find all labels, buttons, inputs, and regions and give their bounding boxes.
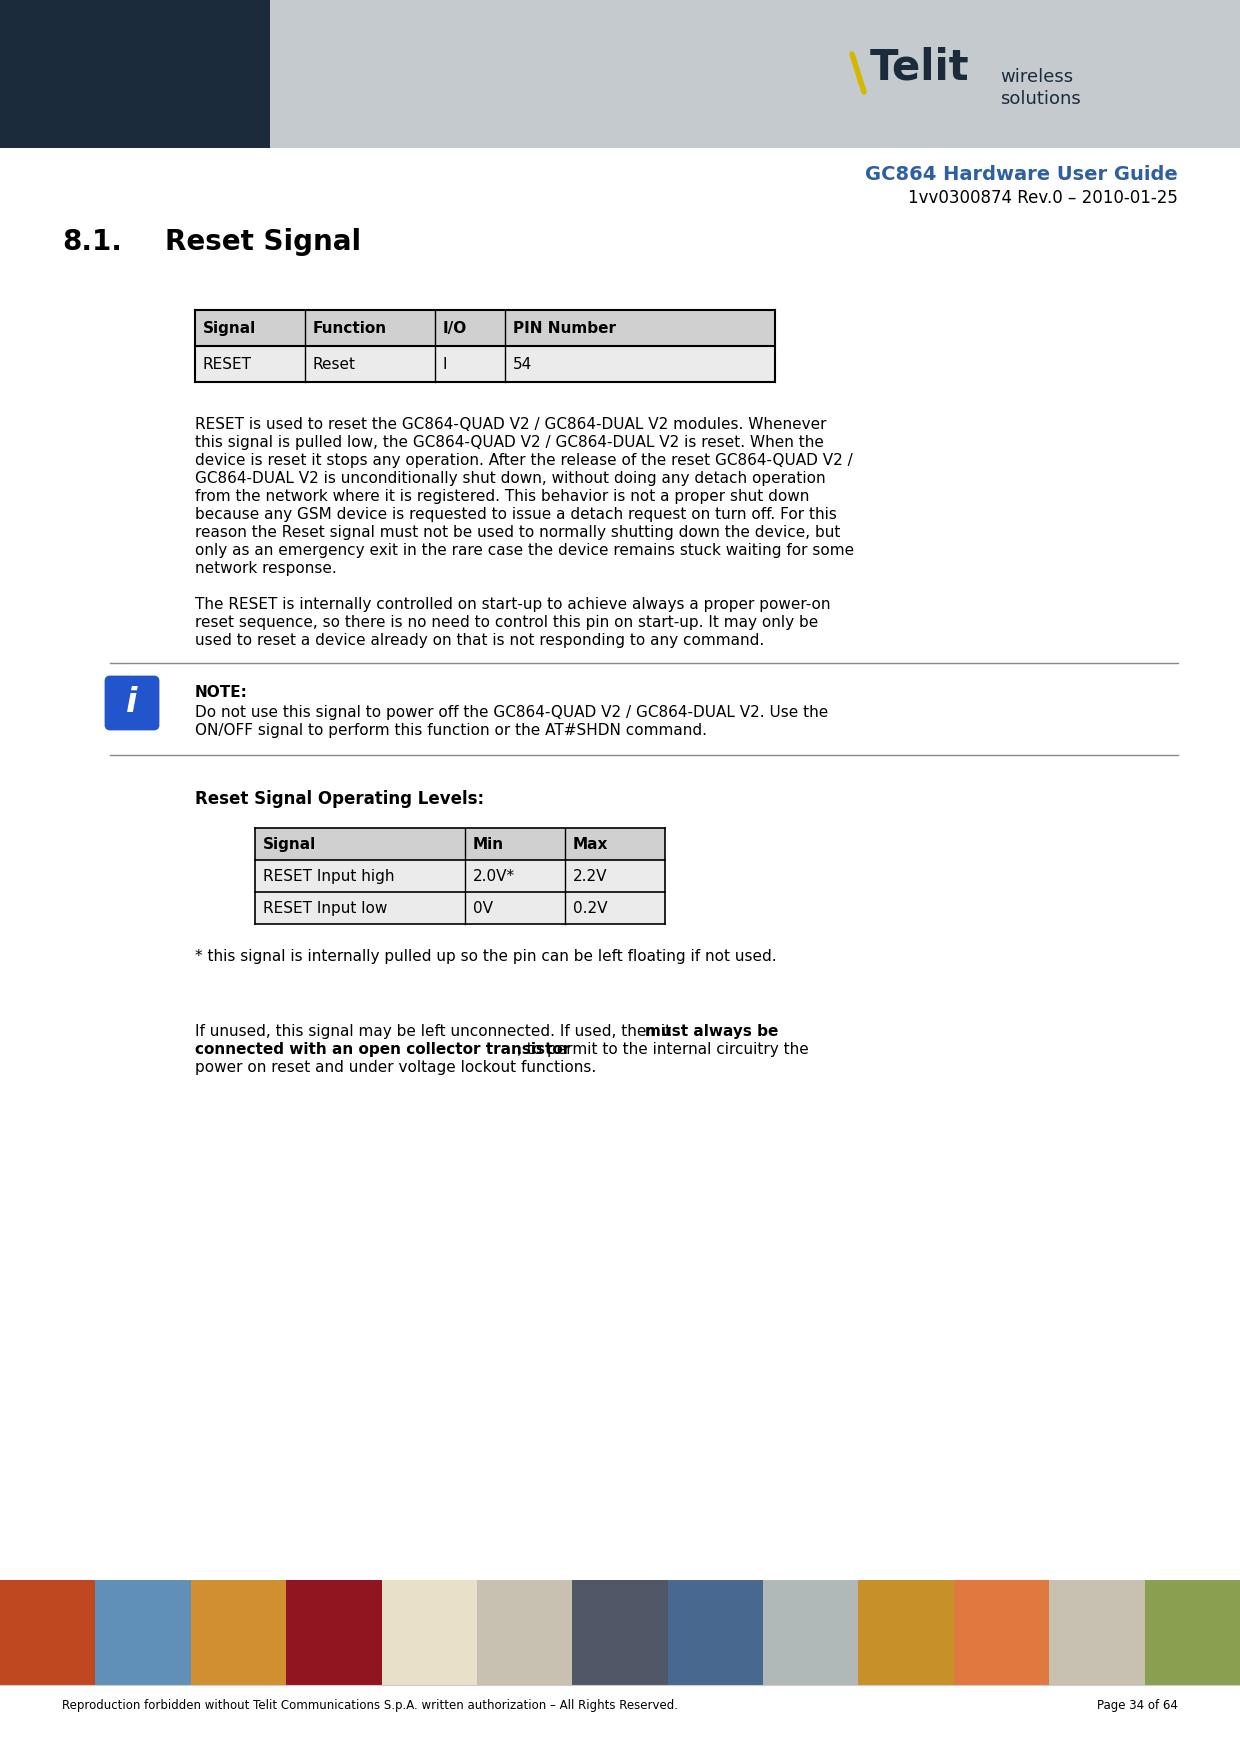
Bar [1049,1580,1146,1685]
Text: wireless
solutions: wireless solutions [999,68,1081,109]
Bar [195,346,775,383]
Bar [255,892,665,923]
Text: If unused, this signal may be left unconnected. If used, then it: If unused, this signal may be left uncon… [195,1023,676,1039]
Text: I/O: I/O [443,321,467,335]
Text: network response.: network response. [195,562,337,576]
Text: Signal: Signal [203,321,257,335]
Bar [95,1580,192,1685]
Bar [763,1580,859,1685]
Bar [0,0,270,147]
Bar [0,1580,97,1685]
Text: Telit: Telit [870,46,970,88]
Bar [858,1580,955,1685]
Text: Do not use this signal to power off the GC864-QUAD V2 / GC864-DUAL V2. Use the: Do not use this signal to power off the … [195,706,828,720]
Bar [954,1580,1050,1685]
Bar [573,1580,668,1685]
Text: GC864-DUAL V2 is unconditionally shut down, without doing any detach operation: GC864-DUAL V2 is unconditionally shut do… [195,470,826,486]
Text: 0V: 0V [472,900,494,916]
Text: 54: 54 [513,356,532,372]
Text: reset sequence, so there is no need to control this pin on start-up. It may only: reset sequence, so there is no need to c… [195,614,818,630]
Text: * this signal is internally pulled up so the pin can be left floating if not use: * this signal is internally pulled up so… [195,949,776,963]
Text: RESET Input high: RESET Input high [263,869,394,883]
FancyBboxPatch shape [105,677,157,728]
Text: reason the Reset signal must not be used to normally shutting down the device, b: reason the Reset signal must not be used… [195,525,841,541]
Text: 8.1.: 8.1. [62,228,122,256]
Text: this signal is pulled low, the GC864-QUAD V2 / GC864-DUAL V2 is reset. When the: this signal is pulled low, the GC864-QUA… [195,435,823,449]
Text: Max: Max [573,837,609,851]
Bar [286,1580,382,1685]
Text: power on reset and under voltage lockout functions.: power on reset and under voltage lockout… [195,1060,596,1076]
Text: used to reset a device already on that is not responding to any command.: used to reset a device already on that i… [195,634,764,648]
Text: RESET: RESET [203,356,252,372]
Text: device is reset it stops any operation. After the release of the reset GC864-QUA: device is reset it stops any operation. … [195,453,853,469]
Bar [1145,1580,1240,1685]
Bar [191,1580,288,1685]
Text: must always be: must always be [645,1023,779,1039]
Text: 0.2V: 0.2V [573,900,608,916]
Bar [0,1685,1240,1755]
Text: , to permit to the internal circuitry the: , to permit to the internal circuitry th… [517,1042,808,1057]
Text: ON/OFF signal to perform this function or the AT#SHDN command.: ON/OFF signal to perform this function o… [195,723,707,739]
Bar [667,1580,764,1685]
Bar [382,1580,477,1685]
Bar [270,0,1240,147]
Text: The RESET is internally controlled on start-up to achieve always a proper power-: The RESET is internally controlled on st… [195,597,831,612]
Text: Min: Min [472,837,505,851]
Text: NOTE:: NOTE: [195,684,248,700]
Text: Signal: Signal [263,837,316,851]
Text: Page 34 of 64: Page 34 of 64 [1097,1699,1178,1711]
Text: only as an emergency exit in the rare case the device remains stuck waiting for : only as an emergency exit in the rare ca… [195,542,854,558]
Text: 2.2V: 2.2V [573,869,608,883]
Text: I: I [443,356,448,372]
Text: PIN Number: PIN Number [513,321,616,335]
Text: Reproduction forbidden without Telit Communications S.p.A. written authorization: Reproduction forbidden without Telit Com… [62,1699,678,1711]
Text: RESET Input low: RESET Input low [263,900,387,916]
Text: i: i [126,686,138,720]
Text: 2.0V*: 2.0V* [472,869,515,883]
Text: connected with an open collector transistor: connected with an open collector transis… [195,1042,570,1057]
Text: because any GSM device is requested to issue a detach request on turn off. For t: because any GSM device is requested to i… [195,507,837,521]
Text: from the network where it is registered. This behavior is not a proper shut down: from the network where it is registered.… [195,490,810,504]
Text: GC864 Hardware User Guide: GC864 Hardware User Guide [866,165,1178,184]
Bar [255,860,665,892]
Bar [195,311,775,346]
Text: Function: Function [312,321,387,335]
Text: 1vv0300874 Rev.0 – 2010-01-25: 1vv0300874 Rev.0 – 2010-01-25 [908,190,1178,207]
Bar [477,1580,573,1685]
Text: RESET is used to reset the GC864-QUAD V2 / GC864-DUAL V2 modules. Whenever: RESET is used to reset the GC864-QUAD V2… [195,418,827,432]
Text: Reset: Reset [312,356,356,372]
Bar [255,828,665,860]
Text: Reset Signal Operating Levels:: Reset Signal Operating Levels: [195,790,484,807]
Text: Reset Signal: Reset Signal [165,228,361,256]
